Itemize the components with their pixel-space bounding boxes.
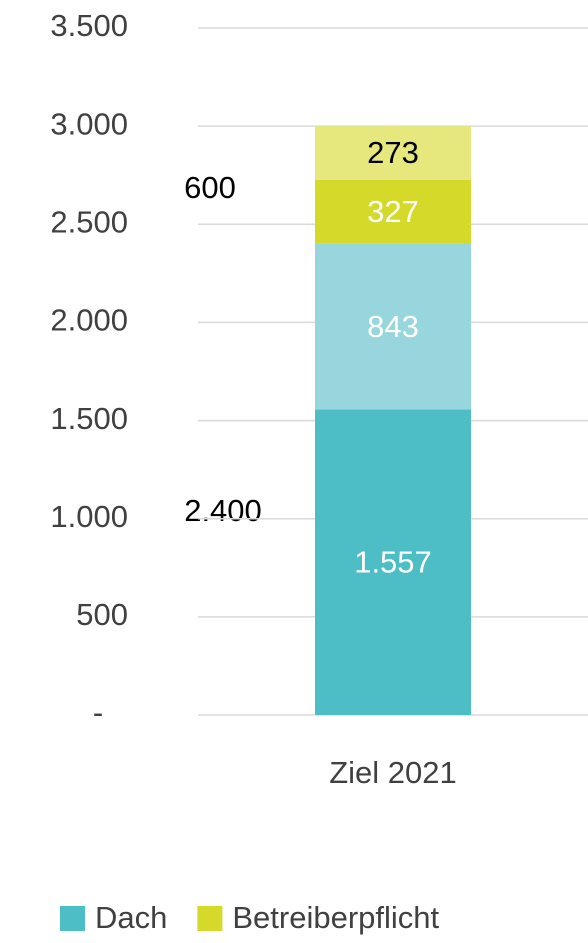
- y-tick-label: 3.500: [50, 8, 128, 43]
- annotation: 2.400: [184, 493, 262, 528]
- annotation: 600: [184, 170, 236, 205]
- y-tick-label: -: [93, 695, 103, 730]
- bar-segment: [315, 409, 471, 715]
- bar-segment: [315, 179, 471, 244]
- legend-label: Betreiberpflicht: [232, 900, 439, 935]
- y-tick-label: 1.000: [50, 499, 128, 534]
- bar-segment: [315, 243, 471, 410]
- data-label: 1.557: [354, 544, 432, 579]
- y-tick-label: 1.500: [50, 401, 128, 436]
- legend-swatch: [60, 906, 85, 931]
- bar-segment: [315, 126, 471, 180]
- y-tick-label: 2.000: [50, 303, 128, 338]
- data-label: 327: [367, 194, 419, 229]
- data-label: 273: [367, 135, 419, 170]
- legend-label: Dach: [95, 900, 167, 935]
- y-tick-label: 2.500: [50, 204, 128, 239]
- data-label: 843: [367, 309, 419, 344]
- legend-swatch: [197, 906, 223, 931]
- y-tick-label: 3.000: [50, 106, 128, 141]
- x-tick-label: Ziel 2021: [329, 755, 457, 790]
- y-tick-label: 500: [76, 597, 128, 632]
